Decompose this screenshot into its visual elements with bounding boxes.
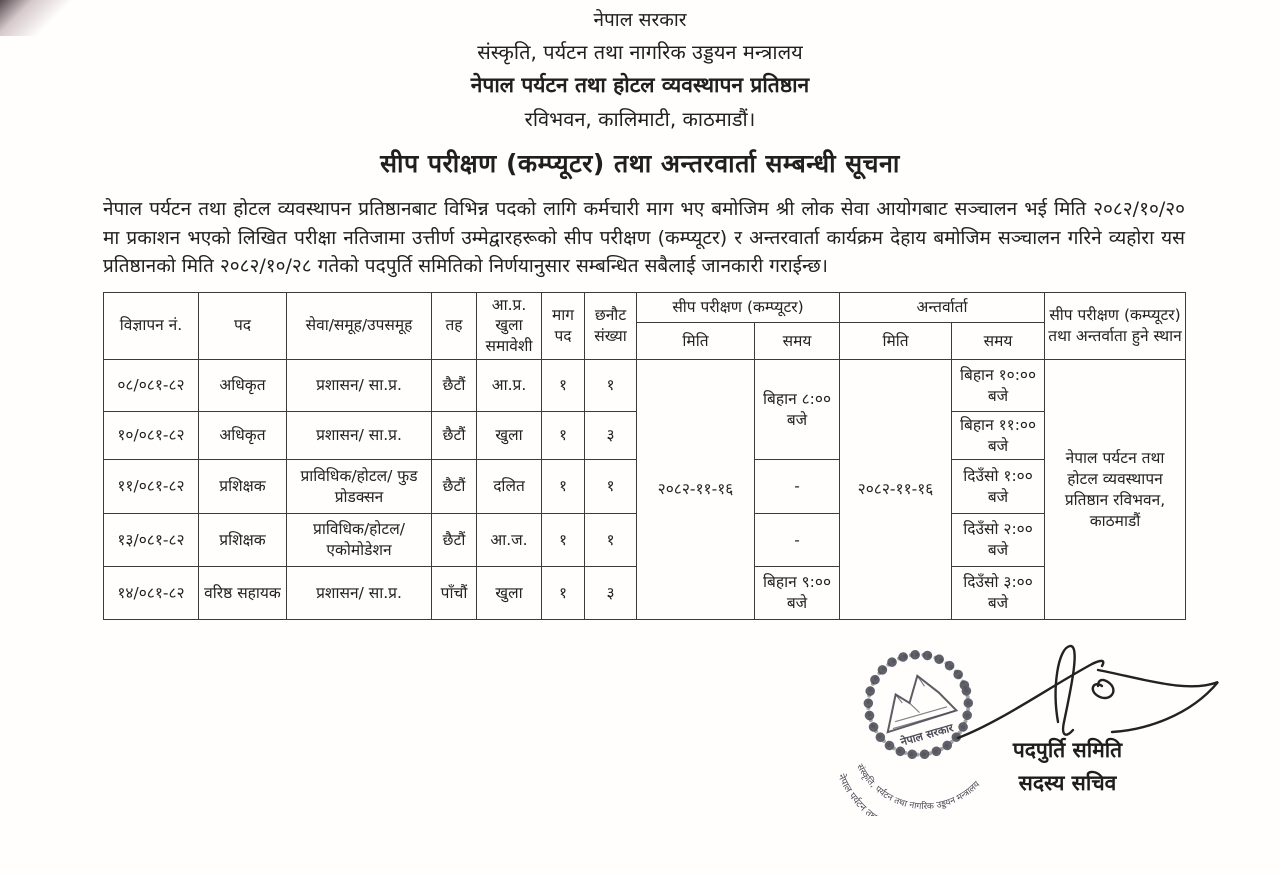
header-venue: सीप परीक्षण (कम्प्यूटर) तथा अन्तर्वाता ह… xyxy=(1044,291,1187,361)
level-cell: छैटौं xyxy=(431,359,477,413)
shortlist-cell: १ xyxy=(584,459,637,515)
svg-text:नेपाल पर्यटन तथा होटल व्यवस्था: नेपाल पर्यटन तथा होटल व्यवस्थापन प्रतिष्… xyxy=(835,745,965,816)
level-cell: छैटौं xyxy=(431,459,477,515)
table-header-row-top: विज्ञापन नं. पद सेवा/समूह/उपसमूह तह आ.प्… xyxy=(103,291,1187,361)
header-demand: माग पद xyxy=(541,291,585,361)
category-cell: दलित xyxy=(476,459,542,515)
demand-cell: १ xyxy=(541,411,585,461)
header-skill-time: समय xyxy=(753,322,841,361)
service-cell: प्रशासन/ सा.प्र. xyxy=(286,566,432,621)
header-adv-no: विज्ञापन नं. xyxy=(103,291,199,361)
shortlist-cell: १ xyxy=(584,513,637,568)
category-cell: आ.ज. xyxy=(476,513,542,568)
adv-no-cell: १३/०८१-८२ xyxy=(103,513,199,568)
table-row: १४/०८१-८२ वरिष्ठ सहायक प्रशासन/ सा.प्र. … xyxy=(103,566,1186,621)
category-cell: आ.प्र. xyxy=(476,359,542,413)
venue-cell: नेपाल पर्यटन तथा होटल व्यवस्थापन प्रतिष्… xyxy=(1044,359,1187,621)
service-cell: प्राविधिक/होटल/ एकोमोडेशन xyxy=(286,513,432,568)
skill-time-cell: बिहान ९:०० बजे xyxy=(753,566,841,621)
post-cell: प्रशिक्षक xyxy=(198,513,287,568)
stamp-ring-text-outer: नेपाल पर्यटन तथा होटल व्यवस्थापन प्रतिष्… xyxy=(835,745,965,816)
shortlist-cell: ३ xyxy=(584,566,637,621)
interview-time-cell: दिउँसो १:०० बजे xyxy=(951,459,1046,515)
service-cell: प्रशासन/ सा.प्र. xyxy=(286,359,432,413)
table-row: १३/०८१-८२ प्रशिक्षक प्राविधिक/होटल/ एकोम… xyxy=(103,513,1186,568)
stamp-ring-text-inner: संस्कृति, पर्यटन तथा नागरिक उड्डयन मन्त्… xyxy=(853,733,986,816)
table-header-row-sub: मिति समय मिति समय xyxy=(104,322,1186,361)
government-name: नेपाल सरकार xyxy=(593,9,687,31)
post-cell: अधिकृत xyxy=(198,359,287,413)
adv-no-cell: १४/०८१-८२ xyxy=(103,566,199,621)
adv-no-cell: ०८/०८१-८२ xyxy=(103,359,199,413)
notice-body-paragraph: नेपाल पर्यटन तथा होटल व्यवस्थापन प्रतिष्… xyxy=(103,198,1185,277)
interview-time-cell: बिहान ११:०० बजे xyxy=(951,411,1046,461)
signatory-committee: पदपुर्ति समिति xyxy=(1012,738,1123,762)
interview-time-cell: दिउँसो ३:०० बजे xyxy=(951,566,1046,621)
adv-no-cell: १०/०८१-८२ xyxy=(103,411,199,461)
header-shortlist: छनौट संख्या xyxy=(584,291,637,361)
interview-time-cell: दिउँसो २:०० बजे xyxy=(951,513,1046,568)
skill-test-date-cell: २०८२-११-१६ xyxy=(636,359,755,621)
post-cell: वरिष्ठ सहायक xyxy=(198,566,287,621)
signatory-block: पदपुर्ति समिति सदस्य सचिव xyxy=(975,734,1160,799)
skill-time-cell: - xyxy=(753,513,841,568)
post-cell: प्रशिक्षक xyxy=(198,459,287,515)
service-cell: प्राविधिक/होटल/ फुड प्रोडक्सन xyxy=(286,459,432,515)
table-row: ११/०८१-८२ प्रशिक्षक प्राविधिक/होटल/ फुड … xyxy=(103,459,1186,515)
header-skill-date: मिति xyxy=(636,322,755,361)
table-row: ०८/०८१-८२ अधिकृत प्रशासन/ सा.प्र. छैटौं … xyxy=(103,359,1187,621)
service-cell: प्रशासन/ सा.प्र. xyxy=(286,411,432,461)
level-cell: छैटौं xyxy=(431,513,477,568)
header-interview-date: मिति xyxy=(839,322,953,361)
header-interview: अन्तर्वार्ता xyxy=(839,291,1046,324)
stamp-center-text: नेपाल सरकार xyxy=(898,720,955,749)
skill-time-cell: बिहान ८:०० बजे xyxy=(753,359,841,461)
level-cell: पाँचौं xyxy=(431,566,477,621)
shortlist-cell: ३ xyxy=(584,411,637,461)
interview-date-cell: २०८२-११-१६ xyxy=(839,359,953,621)
demand-cell: १ xyxy=(541,459,585,515)
header-level: तह xyxy=(431,291,477,361)
demand-cell: १ xyxy=(541,359,585,413)
exam-schedule-table: विज्ञापन नं. पद सेवा/समूह/उपसमूह तह आ.प्… xyxy=(103,291,1187,621)
organization-address: रविभवन, कालिमाटी, काठमाडौं। xyxy=(524,107,756,131)
organization-name: नेपाल पर्यटन तथा होटल व्यवस्थापन प्रतिष्… xyxy=(470,73,810,97)
header-category: आ.प्र. खुला समावेशी xyxy=(476,291,542,361)
demand-cell: १ xyxy=(541,566,585,621)
notice-title: सीप परीक्षण (कम्प्यूटर) तथा अन्तरवार्ता … xyxy=(380,149,900,178)
interview-time-cell: बिहान १०:०० बजे xyxy=(951,359,1046,413)
header-post: पद xyxy=(198,291,287,361)
category-cell: खुला xyxy=(476,411,542,461)
svg-text:संस्कृति, पर्यटन तथा नागरिक उड: संस्कृति, पर्यटन तथा नागरिक उड्डयन मन्त्… xyxy=(853,733,986,816)
category-cell: खुला xyxy=(476,566,542,621)
header-interview-time: समय xyxy=(951,322,1046,361)
header-service-group: सेवा/समूह/उपसमूह xyxy=(286,291,432,361)
shortlist-cell: १ xyxy=(584,359,637,413)
signatory-role: सदस्य सचिव xyxy=(1018,770,1117,795)
adv-no-cell: ११/०८१-८२ xyxy=(103,459,199,515)
ministry-name: संस्कृति, पर्यटन तथा नागरिक उड्डयन मन्त्… xyxy=(477,40,803,64)
table-row: १०/०८१-८२ अधिकृत प्रशासन/ सा.प्र. छैटौं … xyxy=(103,411,1186,461)
skill-time-cell: - xyxy=(753,459,841,515)
demand-cell: १ xyxy=(541,513,585,568)
post-cell: अधिकृत xyxy=(198,411,287,461)
letterhead: नेपाल सरकार संस्कृति, पर्यटन तथा नागरिक … xyxy=(0,0,1280,131)
header-skill-test: सीप परीक्षण (कम्प्यूटर) xyxy=(635,291,841,324)
level-cell: छैटौं xyxy=(431,411,477,461)
